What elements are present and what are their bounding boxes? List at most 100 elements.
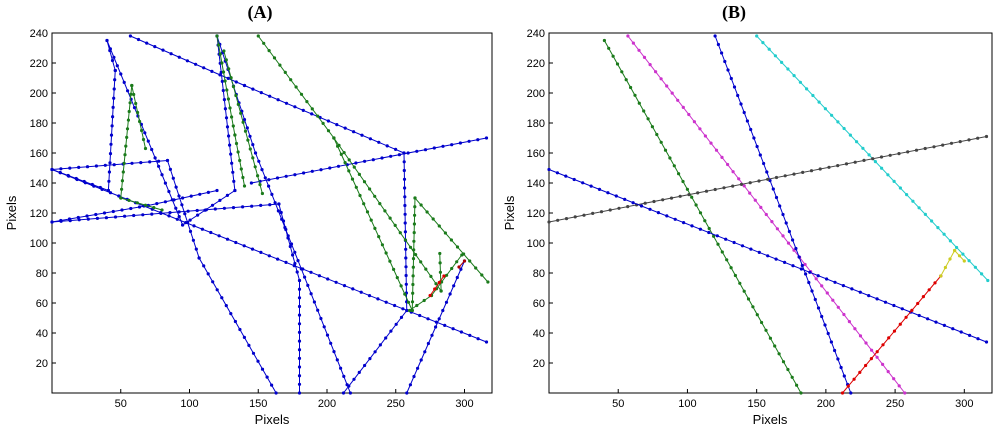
- panel-a-series-12-point: [248, 147, 252, 151]
- panel-a-series-3-point: [222, 206, 226, 210]
- panel-a-series-14-point: [358, 193, 362, 198]
- panel-a-series-7-point: [347, 384, 351, 388]
- panel-a-series-5-point: [467, 139, 471, 143]
- panel-a-series-9-point: [121, 170, 125, 174]
- panel-a-x-tick-label: 200: [318, 398, 336, 410]
- panel-b-series-4-point: [827, 165, 831, 169]
- panel-b-y-axis-label: Pixels: [502, 195, 517, 230]
- panel-b-series-2-point: [791, 238, 795, 242]
- panel-b-series-5-point: [968, 333, 972, 337]
- panel-a-series-11-point: [217, 43, 221, 47]
- panel-a-series-1-point: [191, 238, 195, 242]
- panel-a-series-6-point: [476, 337, 480, 341]
- panel-a-series-0-point: [276, 209, 280, 213]
- panel-a-series-8-point: [405, 391, 409, 395]
- panel-a-series-2-point: [129, 206, 133, 211]
- panel-a-series-3-point: [291, 253, 295, 257]
- panel-a-series-3-point: [123, 214, 127, 218]
- panel-a-series-6-point: [184, 221, 188, 225]
- panel-b-series-0-line: [603, 40, 802, 394]
- panel-a-x-tick-label: 100: [180, 398, 198, 410]
- panel-b-series-0-point: [659, 140, 663, 144]
- panel-a-series-3-point: [297, 296, 302, 300]
- panel-a-series-14-point: [392, 267, 396, 271]
- panel-b-series-4-point: [573, 215, 577, 219]
- panel-a-series-1-point: [171, 176, 175, 180]
- panel-a-series-13-point: [256, 34, 260, 38]
- panel-a-series-13-point: [267, 49, 271, 53]
- panel-a-y-tick-label: 200: [30, 88, 48, 100]
- panel-a-series-3-point: [297, 339, 302, 343]
- panel-a-series-10-point: [132, 92, 136, 97]
- panel-a-series-8-point: [441, 308, 445, 313]
- panel-b-series-0-point: [777, 352, 781, 356]
- panel-a-series-13-point: [368, 187, 372, 191]
- panel-b-series-4-point: [958, 140, 962, 144]
- panel-b-series-6-point: [852, 377, 856, 381]
- panel-a-series-3-point: [204, 208, 208, 212]
- panel-a-series-13-point: [373, 194, 377, 198]
- panel-b-series-4-point: [608, 208, 612, 212]
- panel-a-series-4-point: [251, 87, 255, 91]
- panel-b-series-5-point: [976, 337, 980, 341]
- panel-b-series-1-point: [626, 34, 630, 38]
- panel-a-series-8-point: [416, 366, 420, 370]
- panel-a-series-3-point: [68, 219, 72, 223]
- panel-a-series-6-point: [443, 323, 447, 327]
- panel-b-series-2-point: [810, 289, 814, 293]
- panel-b-series-5-point: [951, 327, 955, 331]
- panel-a-series-15-point: [455, 260, 459, 264]
- panel-b-series-0-point: [611, 54, 615, 58]
- panel-a-series-4-point: [403, 195, 407, 199]
- panel-b-series-3-point: [817, 100, 821, 104]
- panel-a-series-6-point: [459, 330, 463, 334]
- panel-b-y-tick-label: 160: [527, 148, 545, 160]
- panel-b-series-1-point: [703, 134, 708, 138]
- panel-b-series-0-point: [690, 195, 694, 199]
- panel-b-y-tick-label: 40: [533, 328, 545, 340]
- panel-a-series-2-point: [181, 196, 185, 200]
- panel-a-series-2-point: [85, 214, 89, 218]
- panel-a-series-6-point: [58, 171, 63, 175]
- panel-a-series-0-point: [348, 391, 352, 395]
- panel-b-series-4-point: [661, 198, 665, 202]
- panel-b-series-1-point: [665, 84, 669, 88]
- panel-b-series-4-point: [906, 150, 910, 154]
- panel-b-series-4-point: [766, 177, 770, 181]
- panel-a-series-9-point: [120, 179, 124, 183]
- panel-a-series-13-point: [408, 245, 413, 249]
- panel-b-series-0-point: [655, 132, 659, 137]
- panel-a-series-1-point: [157, 159, 161, 163]
- panel-b-series-0-point: [637, 101, 641, 105]
- panel-a-series-11-point: [236, 150, 240, 154]
- panel-a-series-12-point: [246, 138, 250, 142]
- panel-a-series-0-point: [225, 125, 230, 129]
- panel-a-series-0-point: [319, 316, 323, 321]
- panel-a-series-13-point: [438, 251, 442, 256]
- panel-a-series-13-point: [362, 180, 367, 184]
- panel-b-series-1-point: [714, 148, 719, 152]
- panel-a-series-8-point: [430, 333, 434, 337]
- panel-a-series-3-point: [250, 204, 254, 208]
- panel-a-series-3-point: [295, 270, 299, 274]
- panel-b-series-5-point: [825, 277, 829, 281]
- panel-a-series-6-point: [367, 294, 372, 298]
- panel-b-series-4-point: [599, 210, 604, 214]
- panel-b-series-4-point: [696, 191, 700, 195]
- panel-a-series-0-point: [232, 179, 236, 183]
- panel-b-y-ticks: 20 40 60 80 100 120 140 160 180 200 220 240: [527, 28, 553, 370]
- panel-b-series-4-point: [757, 179, 761, 183]
- panel-b-series-0-point: [602, 38, 607, 43]
- panel-a-series-14-point: [336, 144, 340, 148]
- panel-a-series-1-point: [165, 158, 170, 163]
- panel-a-series-0-point: [289, 242, 294, 246]
- panel-b-series-6-point: [887, 336, 891, 340]
- panel-b-series-1-point: [825, 291, 829, 295]
- panel-b-series-4-point: [967, 138, 971, 142]
- panel-a-series-6-point: [301, 267, 305, 271]
- panel-a-series-4-point: [194, 62, 198, 66]
- panel-b-series-5-point: [816, 274, 820, 278]
- panel-a-series-0-point: [107, 170, 111, 174]
- panel-b-series-3-point: [961, 252, 965, 256]
- panel-b-series-4-point: [949, 141, 954, 145]
